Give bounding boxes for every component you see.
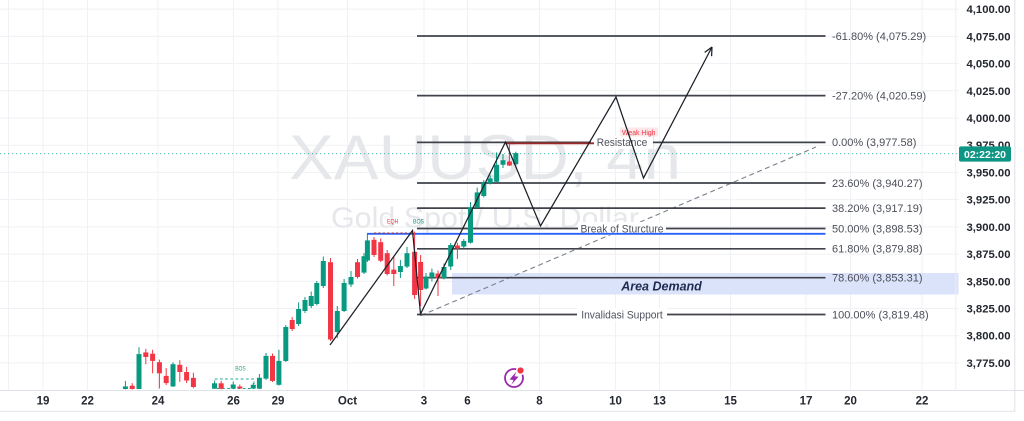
svg-text:3,925.00: 3,925.00 [967, 195, 1011, 207]
svg-text:BOS: BOS [413, 218, 424, 225]
svg-text:26: 26 [227, 396, 240, 408]
svg-text:Area Demand: Area Demand [620, 280, 702, 294]
svg-text:4,000.00: 4,000.00 [967, 113, 1011, 125]
svg-text:22: 22 [81, 396, 94, 408]
svg-text:-61.80% (4,075.29): -61.80% (4,075.29) [832, 31, 926, 43]
svg-text:4,025.00: 4,025.00 [967, 86, 1011, 98]
svg-text:4,075.00: 4,075.00 [967, 31, 1011, 43]
svg-text:3,825.00: 3,825.00 [967, 304, 1011, 316]
svg-text:13: 13 [653, 396, 666, 408]
svg-text:19: 19 [37, 396, 50, 408]
svg-text:3,775.00: 3,775.00 [967, 358, 1011, 370]
svg-text:100.00% (3,819.48): 100.00% (3,819.48) [832, 309, 929, 321]
svg-text:22: 22 [916, 396, 929, 408]
svg-text:20: 20 [844, 396, 857, 408]
svg-text:78.60% (3,853.31): 78.60% (3,853.31) [832, 273, 923, 285]
svg-text:3,800.00: 3,800.00 [967, 331, 1011, 343]
svg-text:3: 3 [421, 396, 427, 408]
svg-text:3,850.00: 3,850.00 [967, 276, 1011, 288]
svg-text:6: 6 [464, 396, 470, 408]
svg-text:3,900.00: 3,900.00 [967, 222, 1011, 234]
svg-text:-27.20% (4,020.59): -27.20% (4,020.59) [832, 90, 926, 102]
svg-text:XAUUSD, 4h: XAUUSD, 4h [289, 123, 681, 193]
svg-text:3,875.00: 3,875.00 [967, 249, 1011, 261]
svg-text:Break of Sturcture: Break of Sturcture [581, 223, 664, 235]
svg-text:Oct: Oct [338, 396, 357, 408]
svg-text:8: 8 [536, 396, 543, 408]
svg-text:50.00% (3,898.53): 50.00% (3,898.53) [832, 223, 923, 235]
svg-text:29: 29 [272, 396, 285, 408]
svg-text:Invalidasi Support: Invalidasi Support [581, 309, 663, 321]
svg-text:Weak High: Weak High [622, 128, 656, 137]
svg-text:0.00% (3,977.58): 0.00% (3,977.58) [832, 137, 916, 149]
svg-text:23.60% (3,940.27): 23.60% (3,940.27) [832, 178, 923, 190]
svg-text:EQH: EQH [387, 218, 399, 225]
svg-text:24: 24 [152, 396, 165, 408]
svg-text:4,050.00: 4,050.00 [967, 59, 1011, 71]
svg-text:10: 10 [609, 396, 622, 408]
svg-text:4,100.00: 4,100.00 [967, 4, 1011, 16]
svg-text:Resistance: Resistance [597, 137, 648, 149]
svg-text:3,950.00: 3,950.00 [967, 167, 1011, 179]
svg-text:17: 17 [800, 396, 813, 408]
svg-text:15: 15 [724, 396, 737, 408]
svg-text:38.20% (3,917.19): 38.20% (3,917.19) [832, 203, 923, 215]
svg-text:02:22:20: 02:22:20 [964, 149, 1006, 161]
svg-text:BOS: BOS [235, 366, 246, 373]
svg-text:61.80% (3,879.88): 61.80% (3,879.88) [832, 244, 923, 256]
